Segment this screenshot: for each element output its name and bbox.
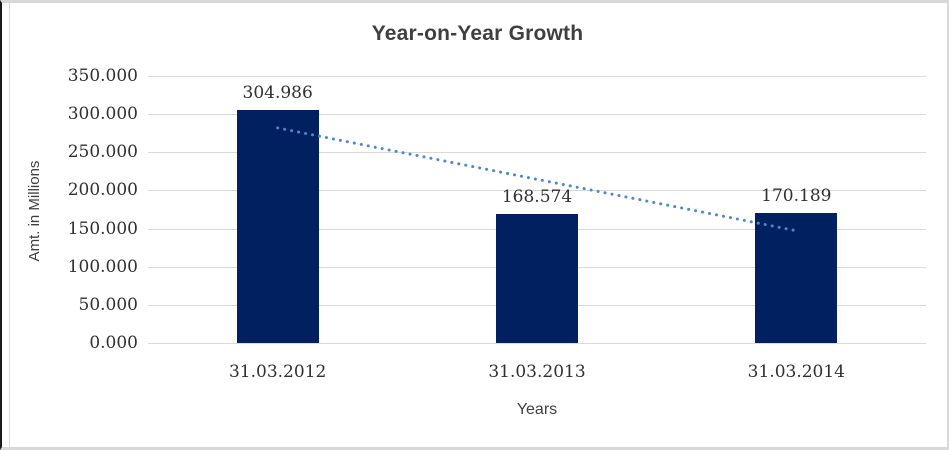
y-tick-label: 150.000 <box>67 218 138 239</box>
y-tick-label: 350.000 <box>67 66 138 86</box>
bar-31.03.2014 <box>755 213 838 343</box>
gridline <box>148 343 926 344</box>
y-tick-label: 200.000 <box>67 180 138 201</box>
chart-title: Year-on-Year Growth <box>371 22 584 45</box>
y-tick-label: 0.000 <box>89 333 138 353</box>
x-category-label: 31.03.2013 <box>488 362 586 382</box>
gridline <box>148 114 926 116</box>
bar-data-label: 168.574 <box>501 187 573 208</box>
trendline <box>276 126 798 233</box>
bar-31.03.2013 <box>496 214 578 343</box>
x-category-label: 31.03.2014 <box>747 362 845 382</box>
x-axis-title: Years <box>516 401 558 418</box>
gridline <box>148 190 926 192</box>
y-tick-label: 50.000 <box>78 294 138 315</box>
x-category-label: 31.03.2012 <box>228 362 327 382</box>
gridline <box>148 76 926 77</box>
y-tick-label: 300.000 <box>67 104 138 125</box>
chart-frame-left-border <box>9 0 10 450</box>
gridline <box>148 152 926 154</box>
bar-data-label: 170.189 <box>761 186 832 207</box>
y-tick-label: 250.000 <box>67 142 138 163</box>
y-tick-label: 100.000 <box>67 256 138 277</box>
bar-31.03.2012 <box>236 110 319 343</box>
bar-data-label: 304.986 <box>242 83 313 104</box>
plot-area: 304.986 168.574 170.189 <box>148 76 926 344</box>
